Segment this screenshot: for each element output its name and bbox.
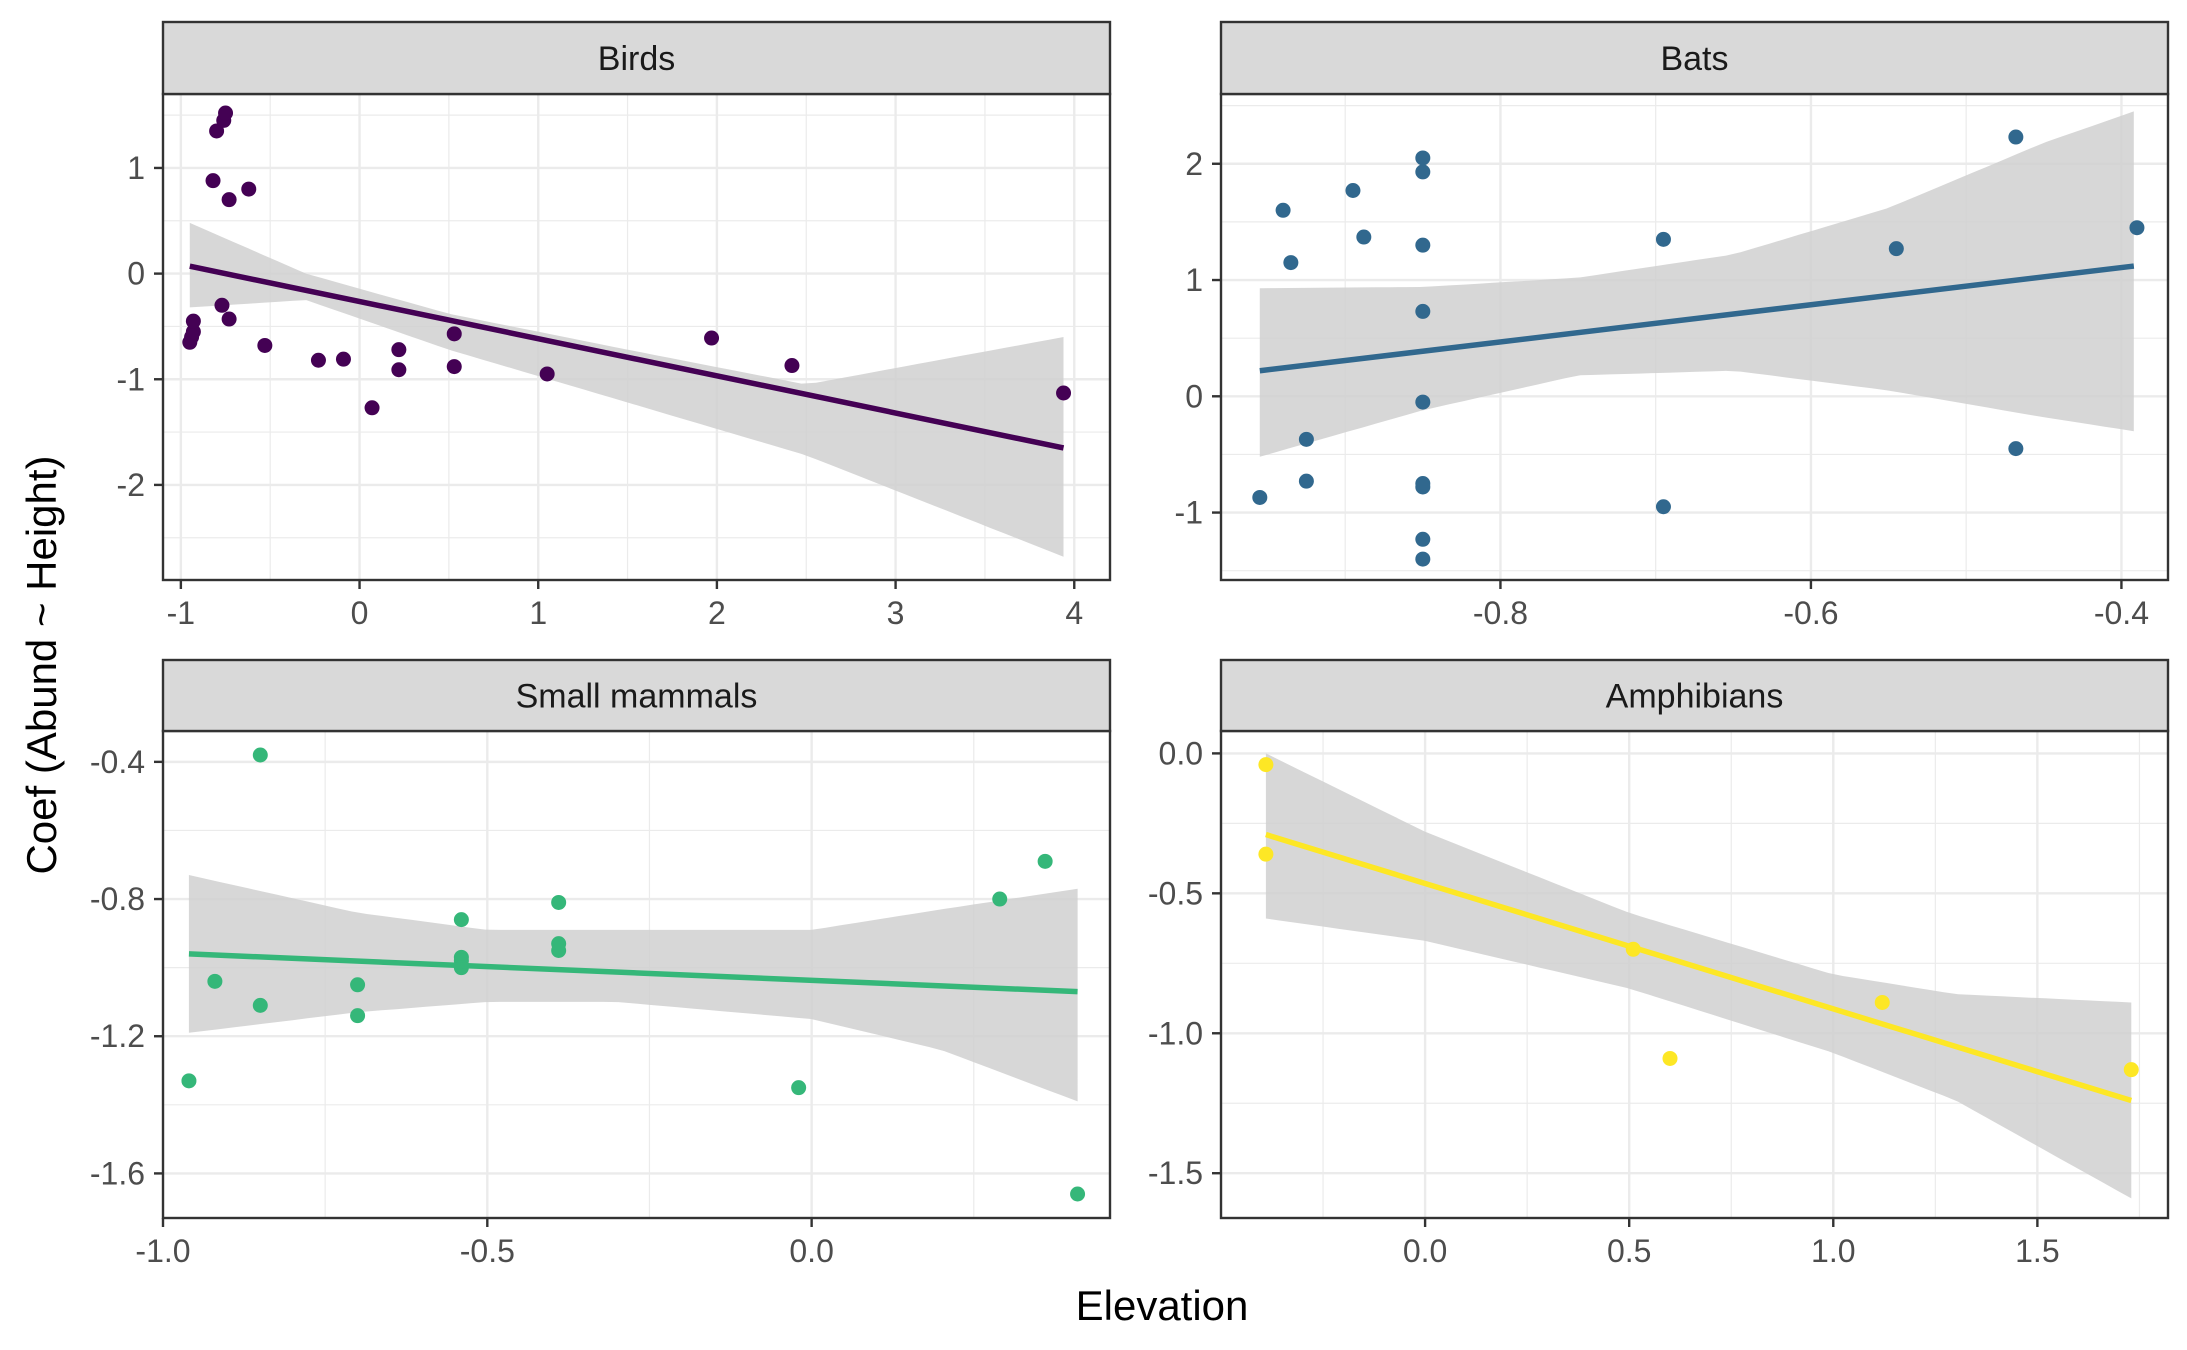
data-point [1656, 232, 1671, 247]
data-point [540, 366, 555, 381]
data-point [1299, 474, 1314, 489]
y-tick-label: -1.6 [90, 1155, 145, 1191]
data-point [2008, 130, 2023, 145]
x-tick-label: -0.4 [2094, 595, 2149, 631]
data-point [791, 1080, 806, 1095]
y-tick-label: -1.0 [1148, 1015, 1203, 1051]
data-point [1875, 995, 1890, 1010]
data-point [1276, 203, 1291, 218]
data-point [1283, 255, 1298, 270]
data-point [1056, 385, 1071, 400]
x-tick-label: 1 [529, 595, 547, 631]
data-point [992, 892, 1007, 907]
data-point [1258, 847, 1273, 862]
data-point [1415, 304, 1430, 319]
strip-title: Bats [1660, 40, 1728, 78]
y-tick-label: -1.5 [1148, 1155, 1203, 1191]
data-point [784, 358, 799, 373]
data-point [1415, 552, 1430, 567]
data-point [181, 1073, 196, 1088]
data-point [214, 298, 229, 313]
x-axis-label: Elevation [1076, 1282, 1249, 1329]
y-tick-label: 1 [127, 150, 145, 186]
x-tick-label: -1.0 [135, 1233, 190, 1269]
data-point [551, 895, 566, 910]
data-point [1663, 1051, 1678, 1066]
y-tick-label: -0.4 [90, 744, 145, 780]
y-axis-label: Coef (Abund ~ Height) [18, 455, 65, 874]
y-tick-label: -2 [117, 467, 145, 503]
data-point [1415, 479, 1430, 494]
data-point [206, 173, 221, 188]
y-tick-label: -1.2 [90, 1018, 145, 1054]
data-point [2129, 220, 2144, 235]
data-point [1656, 499, 1671, 514]
x-tick-label: 0.0 [1403, 1233, 1447, 1269]
data-point [1252, 490, 1267, 505]
data-point [1415, 395, 1430, 410]
y-tick-label: 0 [127, 256, 145, 292]
data-point [350, 977, 365, 992]
data-point [551, 943, 566, 958]
y-tick-label: 0 [1185, 378, 1203, 414]
x-tick-label: 1.5 [2015, 1233, 2059, 1269]
data-point [350, 1008, 365, 1023]
data-point [1415, 238, 1430, 253]
data-point [257, 338, 272, 353]
data-point [253, 998, 268, 1013]
data-point [1356, 230, 1371, 245]
data-point [336, 352, 351, 367]
data-point [311, 353, 326, 368]
strip-title: Small mammals [516, 678, 758, 716]
data-point [241, 182, 256, 197]
data-point [454, 912, 469, 927]
data-point [218, 106, 233, 121]
data-point [2008, 441, 2023, 456]
data-point [222, 192, 237, 207]
data-point [222, 312, 237, 327]
data-point [186, 314, 201, 329]
data-point [1038, 854, 1053, 869]
data-point [1070, 1186, 1085, 1201]
x-tick-label: 0 [351, 595, 369, 631]
y-tick-label: -1 [117, 361, 145, 397]
x-tick-label: 2 [708, 595, 726, 631]
strip-title: Birds [598, 40, 675, 78]
data-point [1415, 532, 1430, 547]
data-point [391, 362, 406, 377]
data-point [704, 331, 719, 346]
x-tick-label: -0.6 [1783, 595, 1838, 631]
x-tick-label: -0.5 [460, 1233, 515, 1269]
data-point [1345, 183, 1360, 198]
x-tick-label: 0.5 [1607, 1233, 1651, 1269]
x-tick-label: 3 [887, 595, 905, 631]
data-point [391, 342, 406, 357]
x-tick-label: 1.0 [1811, 1233, 1855, 1269]
data-point [253, 748, 268, 763]
data-point [1415, 164, 1430, 179]
data-point [365, 400, 380, 415]
y-tick-label: 2 [1185, 146, 1203, 182]
x-tick-label: 4 [1065, 595, 1083, 631]
data-point [447, 326, 462, 341]
data-point [1889, 241, 1904, 256]
x-tick-label: 0.0 [789, 1233, 833, 1269]
x-tick-label: -0.8 [1473, 595, 1528, 631]
y-tick-label: -0.8 [90, 881, 145, 917]
strip-title: Amphibians [1606, 678, 1784, 716]
x-tick-label: -1 [167, 595, 195, 631]
data-point [1415, 150, 1430, 165]
y-tick-label: -0.5 [1148, 875, 1203, 911]
data-point [207, 974, 222, 989]
y-tick-label: 0.0 [1159, 735, 1203, 771]
y-tick-label: 1 [1185, 262, 1203, 298]
data-point [1299, 432, 1314, 447]
data-point [447, 359, 462, 374]
y-tick-label: -1 [1175, 495, 1203, 531]
data-point [2124, 1062, 2139, 1077]
data-point [1258, 757, 1273, 772]
